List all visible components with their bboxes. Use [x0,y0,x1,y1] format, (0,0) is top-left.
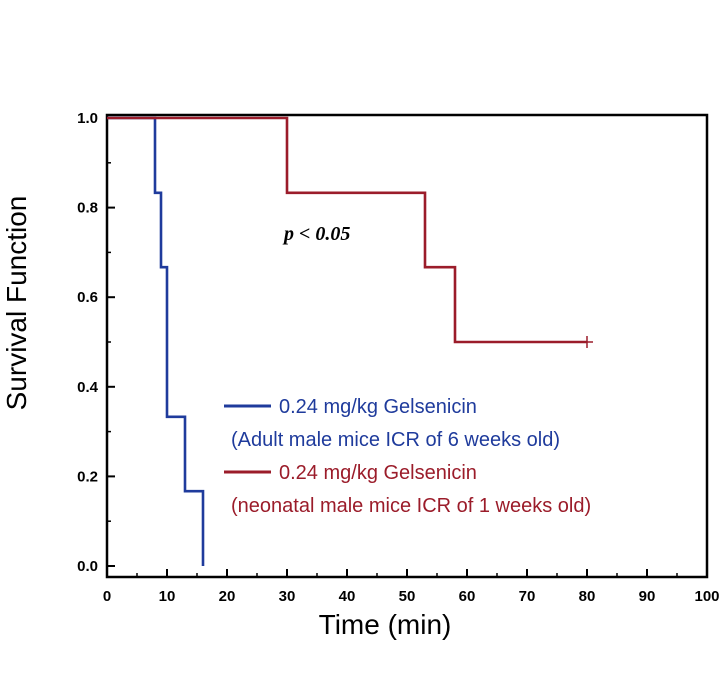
plot-area: 0 10 20 30 40 50 60 70 80 90 100 0.0 0.2 0.4 0.6 0.8 1.0 [77,110,719,605]
x-tick-label: 0 [103,588,111,605]
y-tick-label: 0.6 [77,289,98,306]
text-layer: Time (min) Survival Function p < 0.05 [1,196,451,640]
y-tick-label: 0.8 [77,200,98,217]
x-tick-label: 70 [519,588,536,605]
x-tick-label: 10 [159,588,176,605]
x-tick-label: 30 [279,588,296,605]
series-line-2 [107,116,587,344]
y-tick-label: 1.0 [77,110,98,127]
legend-description-2: (neonatal male mice ICR of 1 weeks old) [231,495,591,517]
x-tick-label: 90 [639,588,656,605]
y-tick-label: 0.2 [77,468,98,485]
series-line-1 [107,116,205,566]
y-axis-title: Survival Function [1,196,32,411]
legend-description-1: (Adult male mice ICR of 6 weeks old) [231,429,560,451]
x-tick-label: 60 [459,588,476,605]
x-tick-label: 50 [399,588,416,605]
x-tick-label: 80 [579,588,596,605]
x-tick-label: 40 [339,588,356,605]
x-tick-label: 20 [219,588,236,605]
y-tick-label: 0.4 [77,379,99,396]
y-tick-label: 0.0 [77,558,98,575]
x-tick-label: 100 [694,588,719,605]
legend: 0.24 mg/kg Gelsenicin (Adult male mice IC… [224,396,591,517]
legend-label-2: 0.24 mg/kg Gelsenicin [279,462,477,484]
p-value-annotation: p < 0.05 [282,223,350,245]
series-layer [107,116,593,566]
legend-label-1: 0.24 mg/kg Gelsenicin [279,396,477,418]
x-axis-title: Time (min) [319,609,452,640]
